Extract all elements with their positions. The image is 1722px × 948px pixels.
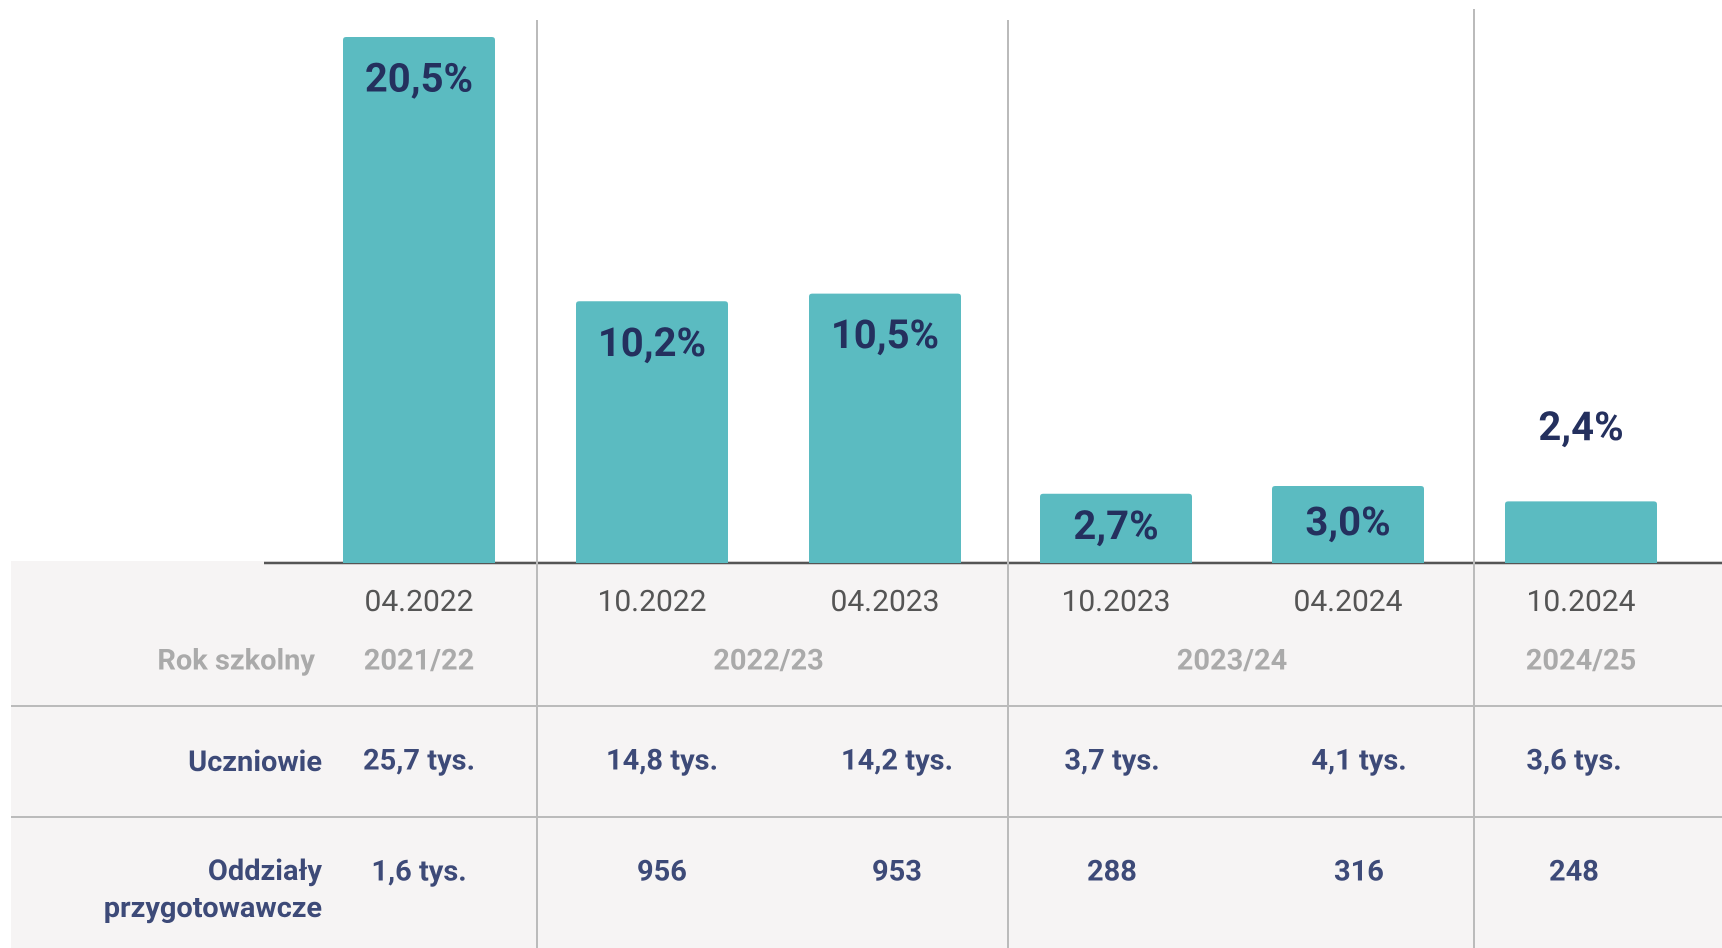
school-year: 2022/23 [713,644,824,678]
school-year: 2024/25 [1526,644,1637,678]
table-cell: 1,6 tys. [371,855,466,889]
school-year: 2023/24 [1177,644,1288,678]
table-cell: 3,7 tys. [1064,744,1159,778]
x-tick-label: 04.2023 [830,584,939,619]
value-label: 2,7% [1073,502,1158,549]
year-header: Rok szkolny [157,644,315,678]
table-cell: 4,1 tys. [1311,744,1406,778]
table-background [11,561,1722,948]
x-tick-label: 10.2023 [1061,584,1170,619]
table-cell: 14,2 tys. [841,744,953,778]
table-cell: 3,6 tys. [1526,744,1621,778]
table-cell: 956 [637,855,687,889]
row-label: Uczniowie [188,745,322,779]
bar [1505,501,1657,563]
table-cell: 14,8 tys. [606,744,718,778]
school-year: 2021/22 [364,644,475,678]
bar [1272,486,1424,563]
value-label: 20,5% [365,55,473,102]
table-cell: 953 [872,855,922,889]
row-label: Oddziały przygotowawcze [103,854,322,925]
table-cell: 25,7 tys. [363,744,475,778]
value-label: 10,2% [598,319,706,366]
bar [576,301,728,563]
table-cell: 288 [1087,855,1137,889]
bar [809,293,961,563]
bar [343,36,495,564]
value-label: 3,0% [1305,498,1390,545]
x-tick-label: 04.2022 [364,584,473,619]
table-cell: 316 [1334,855,1384,889]
value-label: 10,5% [831,311,939,358]
x-tick-label: 04.2024 [1293,584,1402,619]
bar [1040,493,1192,563]
x-tick-label: 10.2024 [1526,584,1635,619]
x-tick-label: 10.2022 [597,584,706,619]
value-label: 2,4% [1538,403,1623,450]
table-cell: 248 [1549,855,1599,889]
